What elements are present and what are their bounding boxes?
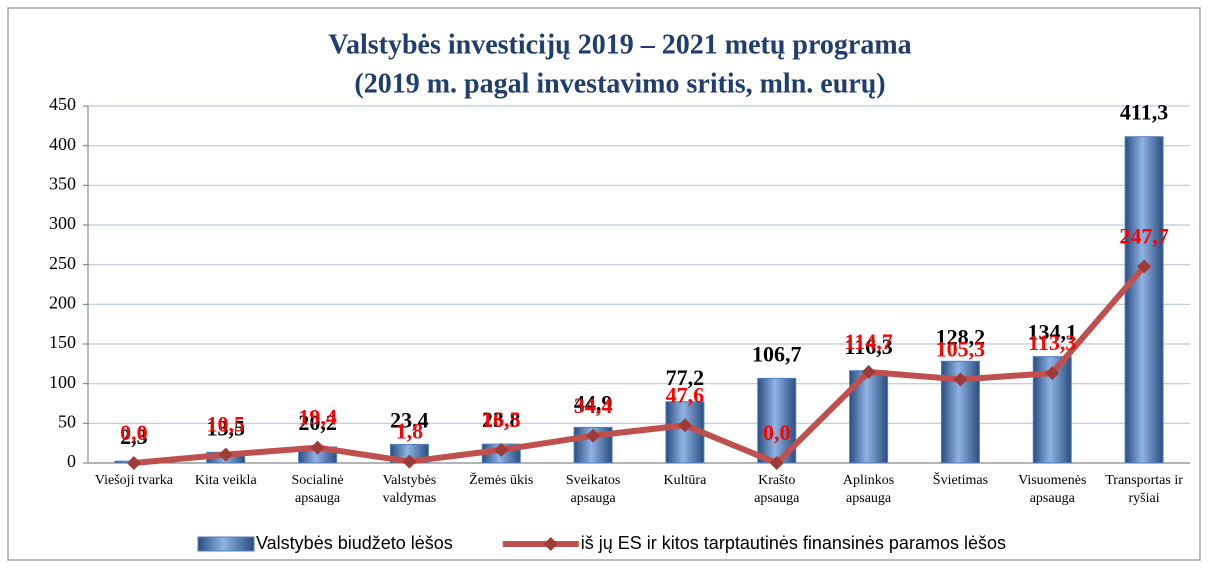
bar-value-label: 23,4 — [390, 407, 429, 432]
bar — [1124, 136, 1164, 464]
line-marker — [953, 372, 968, 387]
y-tick-label: 200 — [49, 292, 76, 312]
x-tick-label-line: valdymas — [383, 491, 437, 506]
line-value-label: 34,4 — [574, 393, 613, 418]
line-marker — [402, 454, 417, 469]
x-tick-label-line: Kita veikla — [195, 473, 258, 488]
line — [133, 264, 1147, 466]
bar-value-label: 106,7 — [752, 341, 802, 366]
x-tick-label-line: Socialinė — [292, 473, 344, 488]
y-tick-label: 450 — [49, 94, 76, 114]
y-tick-label: 250 — [49, 253, 76, 273]
line-marker — [310, 440, 325, 455]
chart-border — [7, 7, 1201, 561]
x-tick-label: Socialinė apsauga — [292, 473, 344, 506]
line-value-label: 247,7 — [1119, 224, 1169, 249]
x-tick-label: Visuomenės apsauga — [1018, 473, 1086, 506]
y-tick-label: 100 — [49, 372, 76, 392]
line-value-label: 114,7 — [844, 329, 892, 354]
line-marker — [126, 456, 141, 470]
x-tick-label-line: apsauga — [295, 491, 341, 506]
line-marker — [677, 418, 692, 433]
x-tick-label-line: apsauga — [754, 491, 800, 506]
x-tick-label: Žemės ūkis — [469, 471, 533, 488]
y-tick-label: 300 — [49, 213, 76, 233]
x-tick-label: Švietimas — [933, 471, 988, 488]
y-tick-label: 0 — [67, 451, 76, 471]
x-tick-label: Valstybės valdymas — [383, 473, 437, 506]
legend-label: iš jų ES ir kitos tarptautinės finansinė… — [581, 533, 1006, 553]
line-value-label: 47,6 — [666, 382, 705, 407]
line-value-label: 113,3 — [1028, 330, 1076, 355]
x-tick-label-line: Žemės ūkis — [469, 471, 533, 488]
line-marker — [218, 447, 233, 462]
line-value-label: 19,4 — [298, 405, 337, 430]
bar-value-label: 20,2 — [298, 410, 337, 435]
x-tick-label: Krašto apsauga — [754, 473, 800, 506]
x-tick-label-line: apsauga — [571, 491, 617, 506]
bar-value-label: 13,5 — [207, 415, 246, 440]
bar-value-label: 77,2 — [666, 365, 705, 390]
bar-value-label: 2,3 — [120, 424, 148, 449]
line-marker — [586, 428, 601, 443]
y-tick-label: 350 — [49, 173, 76, 193]
line-value-label: 105,3 — [936, 337, 986, 362]
line-value-label: 10,5 — [207, 412, 246, 437]
x-tick-label-line: Švietimas — [933, 471, 988, 488]
line-value-label: 0,0 — [763, 420, 791, 445]
x-tick-label-line: Visuomenės — [1018, 473, 1086, 488]
legend-label: Valstybės biudžeto lėšos — [256, 533, 453, 553]
x-tick-label-line: apsauga — [1030, 491, 1076, 506]
x-tick-label: Kita veikla — [195, 473, 258, 488]
line-marker — [1137, 259, 1152, 274]
legend-marker — [543, 537, 558, 551]
y-tick-label: 50 — [58, 411, 76, 431]
line-value-label: 0,0 — [120, 420, 148, 445]
line-marker — [494, 442, 509, 457]
line-marker — [1045, 366, 1060, 381]
x-tick-label-line: Aplinkos — [843, 473, 894, 488]
line-marker — [861, 365, 876, 380]
x-tick-label-line: ryšiai — [1129, 491, 1160, 506]
x-tick-label-line: Valstybės — [383, 473, 437, 488]
x-tick-label-line: Viešoji tvarka — [95, 473, 174, 488]
x-tick-label: Kultūra — [664, 473, 708, 488]
bar-value-label: 44,9 — [574, 390, 613, 415]
x-tick-label-line: Transportas ir — [1105, 473, 1183, 488]
legend-swatch — [197, 536, 255, 552]
bar-value-label: 134,1 — [1028, 320, 1078, 345]
line-marker — [769, 456, 784, 470]
x-tick-label-line: apsauga — [846, 491, 892, 506]
bar-value-label: 128,2 — [936, 324, 986, 349]
x-tick-label-line: Kultūra — [664, 473, 708, 488]
y-tick-label: 400 — [49, 134, 76, 154]
bar-value-label: 116,3 — [844, 334, 892, 359]
x-tick-label: Viešoji tvarka — [95, 473, 174, 488]
x-tick-label: Aplinkos apsauga — [843, 473, 894, 506]
y-tick-label: 150 — [49, 332, 76, 352]
x-tick-label: Sveikatos apsauga — [566, 473, 620, 506]
bar-value-label: 23,8 — [482, 407, 521, 432]
bar-value-label: 411,3 — [1120, 100, 1168, 125]
line-value-label: 16,5 — [482, 407, 521, 432]
x-tick-label-line: Krašto — [758, 473, 795, 488]
x-tick-label-line: Sveikatos — [566, 473, 620, 488]
line-value-label: 1,8 — [396, 419, 424, 444]
chart-title: Valstybės investicijų 2019 – 2021 metų p… — [328, 29, 911, 60]
chart-subtitle: (2019 m. pagal investavimo sritis, mln. … — [354, 68, 885, 99]
x-tick-label: Transportas ir ryšiai — [1105, 473, 1183, 506]
